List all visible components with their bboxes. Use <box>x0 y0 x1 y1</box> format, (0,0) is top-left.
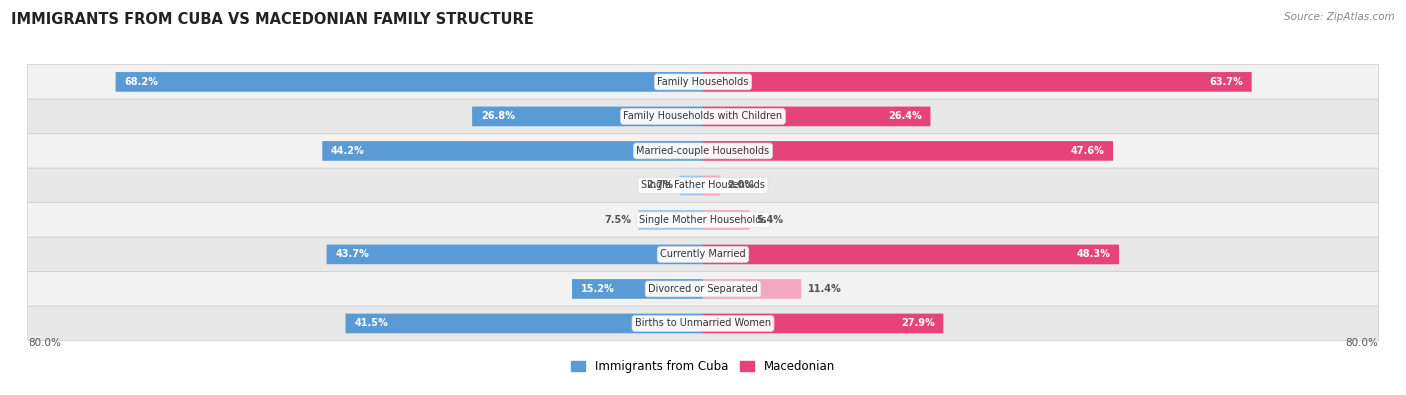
FancyBboxPatch shape <box>703 176 720 195</box>
FancyBboxPatch shape <box>703 107 931 126</box>
FancyBboxPatch shape <box>28 168 1378 203</box>
Text: 47.6%: 47.6% <box>1070 146 1104 156</box>
FancyBboxPatch shape <box>472 107 703 126</box>
Text: Currently Married: Currently Married <box>661 249 745 260</box>
Text: Single Mother Households: Single Mother Households <box>640 215 766 225</box>
Text: 7.5%: 7.5% <box>605 215 631 225</box>
Text: 48.3%: 48.3% <box>1077 249 1111 260</box>
FancyBboxPatch shape <box>679 176 703 195</box>
Text: 2.0%: 2.0% <box>727 181 754 190</box>
Legend: Immigrants from Cuba, Macedonian: Immigrants from Cuba, Macedonian <box>567 355 839 378</box>
Text: 2.7%: 2.7% <box>645 181 673 190</box>
Text: 68.2%: 68.2% <box>124 77 157 87</box>
FancyBboxPatch shape <box>28 134 1378 168</box>
Text: Family Households: Family Households <box>658 77 748 87</box>
Text: 26.8%: 26.8% <box>481 111 515 121</box>
Text: Births to Unmarried Women: Births to Unmarried Women <box>636 318 770 329</box>
FancyBboxPatch shape <box>638 210 703 230</box>
Text: IMMIGRANTS FROM CUBA VS MACEDONIAN FAMILY STRUCTURE: IMMIGRANTS FROM CUBA VS MACEDONIAN FAMIL… <box>11 12 534 27</box>
FancyBboxPatch shape <box>703 72 1251 92</box>
Text: 27.9%: 27.9% <box>901 318 935 329</box>
FancyBboxPatch shape <box>572 279 703 299</box>
Text: 44.2%: 44.2% <box>330 146 364 156</box>
FancyBboxPatch shape <box>28 306 1378 341</box>
Text: 41.5%: 41.5% <box>354 318 388 329</box>
FancyBboxPatch shape <box>28 237 1378 272</box>
Text: Married-couple Households: Married-couple Households <box>637 146 769 156</box>
Text: 63.7%: 63.7% <box>1209 77 1243 87</box>
FancyBboxPatch shape <box>115 72 703 92</box>
Text: Single Father Households: Single Father Households <box>641 181 765 190</box>
FancyBboxPatch shape <box>346 314 703 333</box>
Text: 80.0%: 80.0% <box>28 339 60 348</box>
FancyBboxPatch shape <box>28 203 1378 237</box>
FancyBboxPatch shape <box>703 210 749 230</box>
Text: Source: ZipAtlas.com: Source: ZipAtlas.com <box>1284 12 1395 22</box>
Text: 26.4%: 26.4% <box>889 111 922 121</box>
Text: Family Households with Children: Family Households with Children <box>623 111 783 121</box>
Text: 11.4%: 11.4% <box>808 284 842 294</box>
Text: 5.4%: 5.4% <box>756 215 783 225</box>
FancyBboxPatch shape <box>28 272 1378 306</box>
Text: 15.2%: 15.2% <box>581 284 614 294</box>
FancyBboxPatch shape <box>703 141 1114 161</box>
Text: 80.0%: 80.0% <box>1346 339 1378 348</box>
Text: 43.7%: 43.7% <box>335 249 368 260</box>
FancyBboxPatch shape <box>322 141 703 161</box>
FancyBboxPatch shape <box>703 314 943 333</box>
FancyBboxPatch shape <box>28 65 1378 99</box>
Text: Divorced or Separated: Divorced or Separated <box>648 284 758 294</box>
FancyBboxPatch shape <box>703 279 801 299</box>
FancyBboxPatch shape <box>28 99 1378 134</box>
FancyBboxPatch shape <box>703 245 1119 264</box>
FancyBboxPatch shape <box>326 245 703 264</box>
